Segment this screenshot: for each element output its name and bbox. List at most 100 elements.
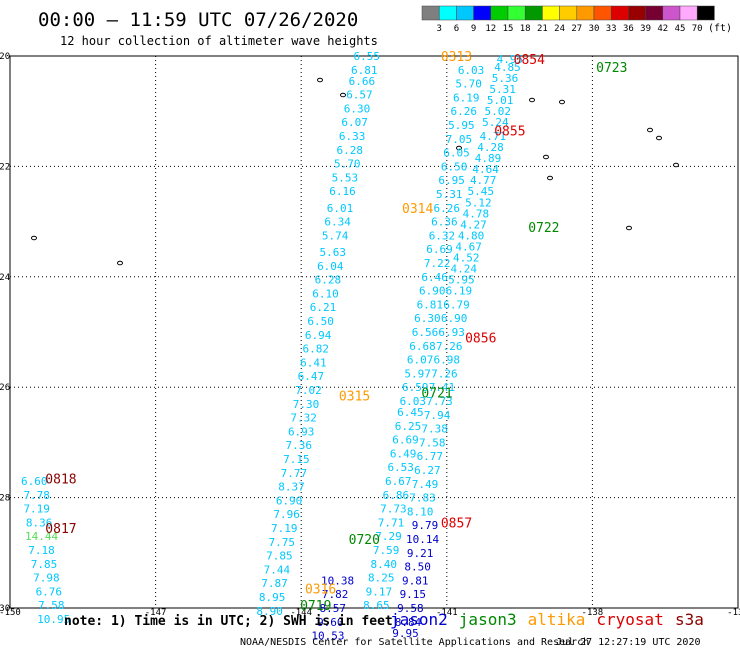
swh-value-label: 7.59 bbox=[373, 544, 400, 557]
colorbar-legend: 3 6 9 12 15 18 21 24 27 30 33 36 39 42 45 70 bbox=[421, 5, 715, 34]
swh-value-label: 5.02 bbox=[485, 105, 512, 118]
colorbar-label: 70 bbox=[692, 24, 703, 34]
swh-value-label: 9.58 bbox=[397, 602, 424, 615]
colorbar-label: 33 bbox=[606, 24, 617, 34]
swh-value-label: 5.12 bbox=[465, 196, 492, 209]
swh-value-label: 6.41 bbox=[300, 356, 327, 369]
swh-value-label: 9.95 bbox=[392, 627, 419, 640]
pass-time-label: 0316 bbox=[305, 583, 336, 598]
swh-value-label: 6.10 bbox=[312, 287, 339, 300]
island-outline bbox=[656, 135, 662, 141]
swh-value-label: 6.81 bbox=[351, 64, 378, 77]
colorbar-swatch bbox=[576, 5, 595, 21]
swh-value-label: 7.98 bbox=[33, 572, 60, 585]
footer-note: note: 1) Time is in UTC; 2) SWH is in fe… bbox=[64, 614, 393, 629]
swh-value-label: 10.53 bbox=[311, 630, 344, 643]
swh-value-label: 6.01 bbox=[327, 202, 354, 215]
swh-value-label: 6.45 bbox=[397, 406, 424, 419]
island-outline bbox=[529, 97, 535, 103]
swh-value-label: 6.04 bbox=[317, 260, 344, 273]
swh-value-label: 7.26 bbox=[436, 340, 463, 353]
swh-value-label: 7.75 bbox=[269, 536, 296, 549]
island-outline bbox=[559, 99, 565, 105]
swh-value-label: 6.76 bbox=[36, 585, 63, 598]
island-outline bbox=[317, 77, 323, 83]
swh-value-label: 9.79 bbox=[412, 519, 439, 532]
swh-value-label: 9.21 bbox=[407, 547, 434, 560]
swh-value-label: 4.67 bbox=[455, 240, 482, 253]
swh-value-label: 5.63 bbox=[319, 246, 346, 259]
swh-value-label: 6.60 bbox=[21, 475, 48, 488]
x-tick-label: -147 bbox=[145, 608, 167, 618]
swh-value-label: 6.19 bbox=[453, 91, 480, 104]
swh-value-label: 7.83 bbox=[409, 492, 436, 505]
swh-value-label: 6.21 bbox=[310, 301, 337, 314]
swh-value-label: 7.26 bbox=[431, 367, 458, 380]
colorbar-swatch bbox=[662, 5, 681, 21]
colorbar-unit: (ft) bbox=[708, 23, 732, 34]
swh-value-label: 7.78 bbox=[23, 489, 50, 502]
swh-value-label: 7.96 bbox=[273, 508, 300, 521]
swh-value-label: 6.32 bbox=[429, 229, 456, 242]
swh-value-label: 6.30 bbox=[344, 102, 371, 115]
island-outline bbox=[547, 175, 553, 181]
swh-value-label: 7.30 bbox=[293, 398, 320, 411]
colorbar-label: 36 bbox=[623, 24, 634, 34]
swh-value-label: 6.90 bbox=[419, 285, 446, 298]
swh-value-label: 6.93 bbox=[288, 425, 315, 438]
colorbar-swatch bbox=[524, 5, 543, 21]
footer-timestamp: Jul 27 12:27:19 UTC 2020 bbox=[556, 637, 701, 648]
swh-value-label: 6.07 bbox=[407, 354, 434, 367]
swh-value-label: 5.70 bbox=[455, 78, 482, 91]
swh-value-label: 6.47 bbox=[298, 370, 325, 383]
satellite-legend-item: cryosat bbox=[596, 610, 663, 629]
swh-value-label: 4.52 bbox=[453, 251, 480, 264]
swh-value-label: 4.77 bbox=[470, 174, 497, 187]
swh-value-label: 7.19 bbox=[23, 503, 50, 516]
colorbar-label: 9 bbox=[471, 24, 476, 34]
y-tick-label: -20 bbox=[0, 52, 10, 62]
swh-value-label: 7.94 bbox=[424, 409, 451, 422]
map-frame bbox=[9, 55, 739, 609]
swh-value-label: 8.90 bbox=[256, 605, 283, 618]
swh-value-label: 4.89 bbox=[475, 152, 502, 165]
pass-time-label: 0314 bbox=[402, 202, 433, 217]
swh-value-label: 7.73 bbox=[380, 503, 407, 516]
island-outline bbox=[456, 145, 462, 151]
colorbar-swatch bbox=[490, 5, 509, 21]
swh-value-label: 6.03 bbox=[458, 64, 485, 77]
colorbar-label: 45 bbox=[675, 24, 686, 34]
swh-value-label: 7.41 bbox=[429, 381, 456, 394]
swh-value-label: 7.85 bbox=[266, 550, 293, 563]
colorbar-swatch bbox=[628, 5, 646, 21]
colorbar-label: 42 bbox=[657, 24, 668, 34]
swh-value-label: 8.57 bbox=[319, 602, 346, 615]
swh-value-label: 5.31 bbox=[436, 188, 463, 201]
swh-value-label: 7.44 bbox=[264, 563, 291, 576]
pass-time-label: 0313 bbox=[441, 50, 472, 65]
swh-value-label: 6.50 bbox=[441, 160, 468, 173]
swh-value-label: 7.82 bbox=[322, 588, 349, 601]
swh-value-label: 8.37 bbox=[278, 481, 305, 494]
x-tick-label: -141 bbox=[436, 608, 458, 618]
swh-value-label: 6.77 bbox=[417, 450, 444, 463]
swh-value-label: 6.46 bbox=[421, 271, 448, 284]
swh-value-label: 6.94 bbox=[305, 329, 332, 342]
swh-value-label: 6.33 bbox=[339, 130, 366, 143]
swh-value-label: 6.93 bbox=[438, 326, 465, 339]
swh-value-label: 6.34 bbox=[324, 216, 351, 229]
colorbar-label: 18 bbox=[520, 24, 531, 34]
colorbar-swatch bbox=[679, 5, 698, 21]
swh-value-label: 8.25 bbox=[368, 572, 395, 585]
pass-time-label: 0817 bbox=[45, 522, 76, 537]
swh-value-label: 6.50 bbox=[307, 315, 334, 328]
island-outline bbox=[340, 92, 346, 98]
swh-value-label: 7.87 bbox=[261, 577, 288, 590]
pass-time-label: 0854 bbox=[514, 53, 545, 68]
swh-value-label: 4.95 bbox=[497, 53, 524, 66]
swh-value-label: 6.26 bbox=[451, 105, 478, 118]
swh-value-label: 6.05 bbox=[443, 147, 470, 160]
swh-value-label: 8.10 bbox=[407, 505, 434, 518]
x-tick-label: -144 bbox=[290, 608, 312, 618]
